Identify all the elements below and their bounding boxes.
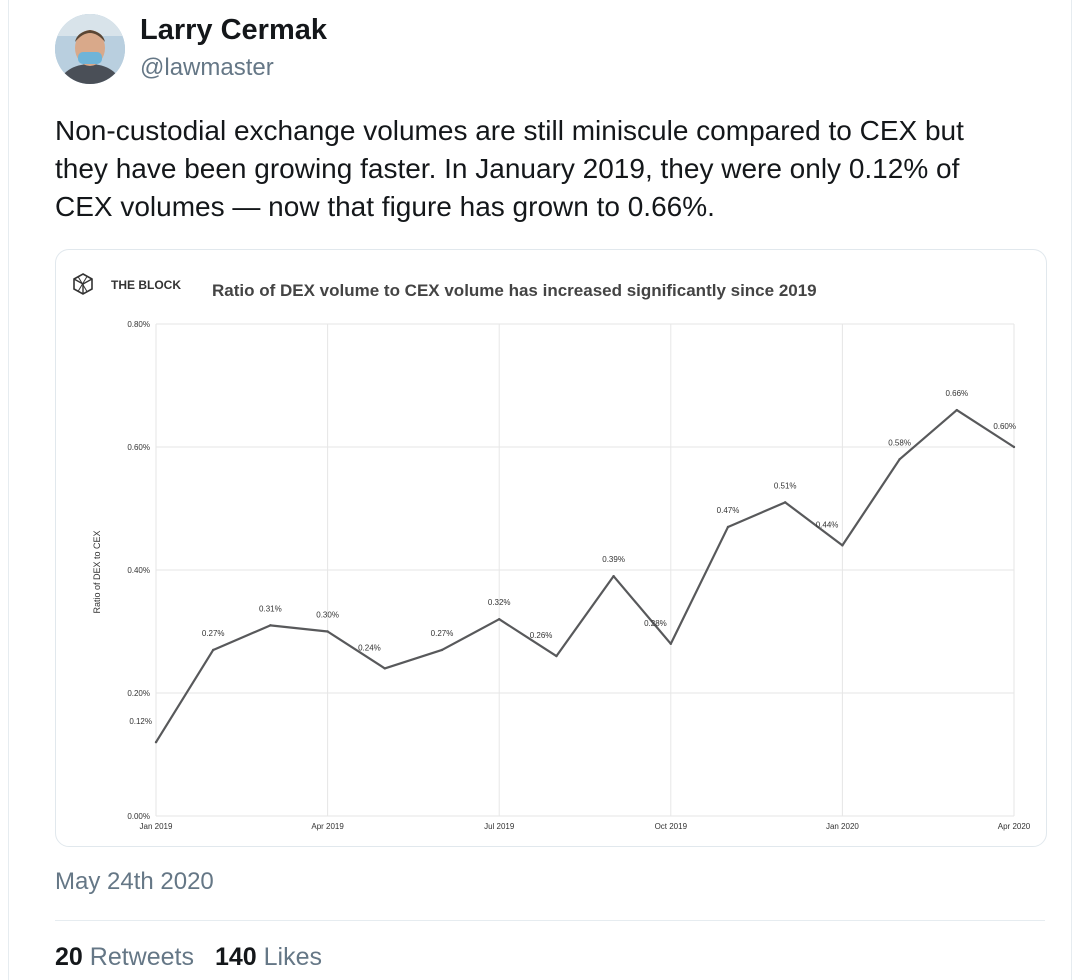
user-name[interactable]: Larry Cermak (140, 14, 327, 46)
y-tick-label: 0.20% (127, 689, 150, 698)
chart-title: Ratio of DEX volume to CEX volume has in… (212, 281, 817, 300)
tweet-date[interactable]: May 24th 2020 (55, 868, 214, 895)
data-point (326, 630, 329, 633)
data-point (726, 525, 730, 529)
y-tick-label: 0.40% (127, 566, 150, 575)
data-point (154, 741, 158, 744)
data-label: 0.60% (993, 422, 1016, 431)
data-label: 0.32% (488, 598, 511, 607)
data-point (955, 408, 958, 412)
series-line (155, 409, 1015, 743)
data-label: 0.27% (431, 629, 454, 638)
the-block-logo-icon (73, 273, 93, 295)
tweet-card: Larry Cermak @lawmaster Non-custodial ex… (8, 0, 1072, 980)
data-point (1012, 445, 1016, 449)
data-point (612, 574, 615, 578)
likes-count: 140 (214, 943, 257, 971)
tweet-text-line: they have been growing faster. In Januar… (55, 153, 960, 184)
divider (55, 920, 1045, 921)
tweet-text-line: Non-custodial exchange volumes are still… (55, 115, 964, 146)
data-label: 0.27% (202, 629, 225, 638)
chart-image-card[interactable]: THE BLOCK Ratio of DEX volume to CEX vol… (55, 249, 1047, 847)
x-tick-label: Jul 2019 (484, 822, 515, 831)
data-label: 0.31% (259, 604, 282, 613)
likes-label: Likes (263, 943, 322, 971)
data-label: 0.58% (888, 438, 911, 447)
tweet-stats: 20 Retweets 140 Likes (55, 943, 336, 972)
y-axis-label: Ratio of DEX to CEX (92, 530, 102, 613)
data-label: 0.28% (644, 619, 667, 628)
retweets-label: Retweets (89, 943, 194, 971)
data-label: 0.47% (717, 506, 740, 515)
data-point (498, 618, 501, 621)
data-label: 0.44% (816, 520, 839, 529)
data-label: 0.24% (358, 643, 381, 652)
data-label: 0.26% (530, 631, 553, 640)
data-point (898, 458, 901, 461)
x-tick-label: Jan 2019 (140, 822, 173, 831)
data-point (669, 642, 672, 645)
tweet-text-line: CEX volumes — now that figure has grown … (55, 191, 715, 222)
data-label: 0.51% (774, 481, 797, 490)
data-point (841, 544, 844, 547)
likes-stat[interactable]: 140 Likes (215, 943, 322, 971)
line-chart: THE BLOCK Ratio of DEX volume to CEX vol… (73, 273, 1031, 831)
data-label: 0.12% (129, 717, 152, 726)
data-label: 0.39% (602, 555, 625, 564)
data-point (212, 648, 215, 652)
y-tick-label: 0.80% (127, 320, 150, 329)
user-handle[interactable]: @lawmaster (140, 54, 274, 81)
data-label: 0.66% (945, 389, 968, 398)
retweets-stat[interactable]: 20 Retweets (55, 943, 194, 971)
x-tick-label: Oct 2019 (655, 822, 688, 831)
y-tick-label: 0.60% (127, 443, 150, 452)
retweets-count: 20 (55, 943, 83, 971)
data-point (269, 624, 272, 627)
data-label: 0.30% (316, 611, 339, 620)
tweet-text: Non-custodial exchange volumes are still… (55, 112, 1055, 226)
avatar[interactable] (55, 14, 125, 84)
x-tick-label: Apr 2020 (998, 822, 1031, 831)
data-point (555, 654, 558, 658)
data-point (383, 667, 386, 670)
chart-brand: THE BLOCK (111, 278, 181, 292)
data-point (440, 648, 444, 652)
x-tick-label: Apr 2019 (311, 822, 344, 831)
avatar-image (55, 14, 125, 84)
x-tick-label: Jan 2020 (826, 822, 859, 831)
y-tick-label: 0.00% (127, 812, 150, 821)
data-point (784, 501, 787, 504)
